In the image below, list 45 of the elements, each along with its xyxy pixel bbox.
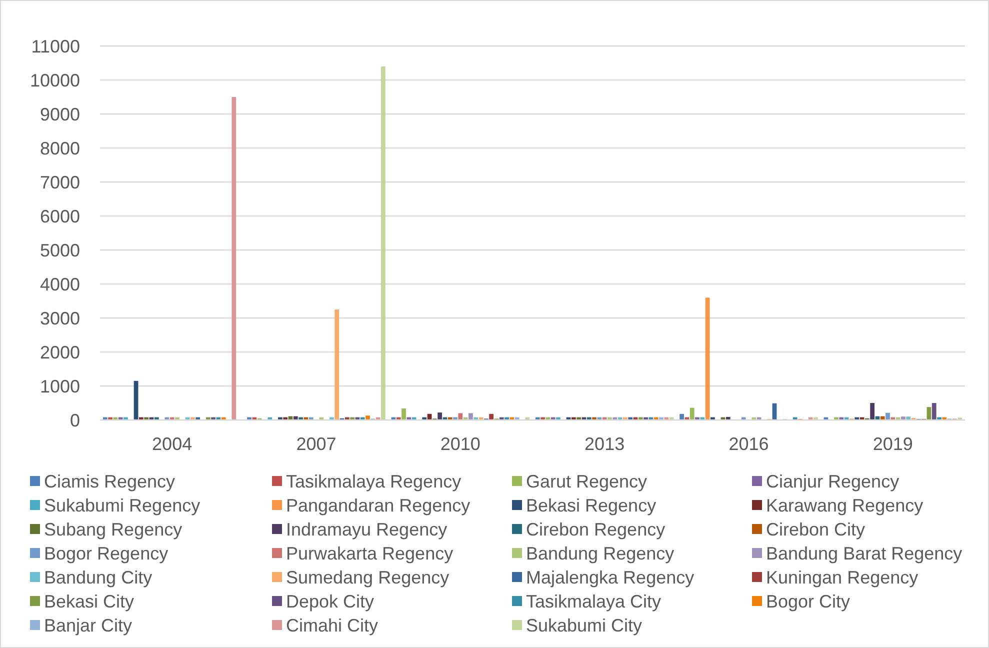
y-tick-label: 3000 bbox=[40, 308, 80, 328]
legend-label: Bogor City bbox=[766, 591, 850, 612]
legend-label: Kuningan Regency bbox=[766, 567, 918, 588]
legend-label: Garut Regency bbox=[526, 471, 648, 492]
legend-label: Majalengka Regency bbox=[526, 567, 694, 588]
y-tick-label: 6000 bbox=[40, 206, 80, 226]
y-tick-label: 11000 bbox=[31, 36, 80, 56]
legend-label: Bekasi Regency bbox=[526, 495, 656, 516]
x-tick-label: 2010 bbox=[440, 434, 480, 454]
legend-label: Sumedang Regency bbox=[286, 567, 450, 588]
y-tick-label: 1000 bbox=[40, 376, 80, 396]
legend-label: Sukabumi City bbox=[526, 615, 642, 636]
y-tick-label: 5000 bbox=[40, 240, 80, 260]
legend-label: Bandung Barat Regency bbox=[766, 543, 962, 564]
legend-label: Depok City bbox=[286, 591, 374, 612]
x-tick-label: 2007 bbox=[296, 434, 336, 454]
legend-label: Purwakarta Regency bbox=[286, 543, 454, 564]
legend-label: Bandung Regency bbox=[526, 543, 674, 564]
legend-label: Tasikmalaya Regency bbox=[286, 471, 462, 492]
legend-label: Bogor Regency bbox=[44, 543, 168, 564]
x-tick-label: 2004 bbox=[152, 434, 192, 454]
y-tick-label: 0 bbox=[70, 410, 80, 430]
x-tick-label: 2016 bbox=[728, 434, 769, 454]
legend-label: Ciamis Regency bbox=[44, 471, 176, 492]
legend-label: Indramayu Regency bbox=[286, 519, 448, 540]
legend-label: Pangandaran Regency bbox=[286, 495, 470, 516]
legend-label: Bandung City bbox=[44, 567, 152, 588]
legend-label: Cirebon City bbox=[766, 519, 866, 540]
legend-label: Tasikmalaya City bbox=[526, 591, 662, 612]
y-tick-label: 4000 bbox=[40, 274, 80, 294]
legend-label: Cirebon Regency bbox=[526, 519, 666, 540]
y-tick-label: 9000 bbox=[40, 104, 80, 124]
x-tick-label: 2019 bbox=[872, 434, 913, 454]
legend-label: Bekasi City bbox=[44, 591, 134, 612]
y-tick-label: 7000 bbox=[40, 172, 80, 192]
y-tick-label: 8000 bbox=[40, 138, 80, 158]
legend-label: Banjar City bbox=[44, 615, 132, 636]
legend-label: Cianjur Regency bbox=[766, 471, 900, 492]
x-tick-label: 2013 bbox=[584, 434, 625, 454]
legend-label: Sukabumi Regency bbox=[44, 495, 200, 516]
legend-label: Karawang Regency bbox=[766, 495, 924, 516]
y-tick-label: 2000 bbox=[40, 342, 80, 362]
y-tick-label: 10000 bbox=[30, 70, 80, 90]
legend-label: Cimahi City bbox=[286, 615, 378, 636]
legend-label: Subang Regency bbox=[44, 519, 182, 540]
